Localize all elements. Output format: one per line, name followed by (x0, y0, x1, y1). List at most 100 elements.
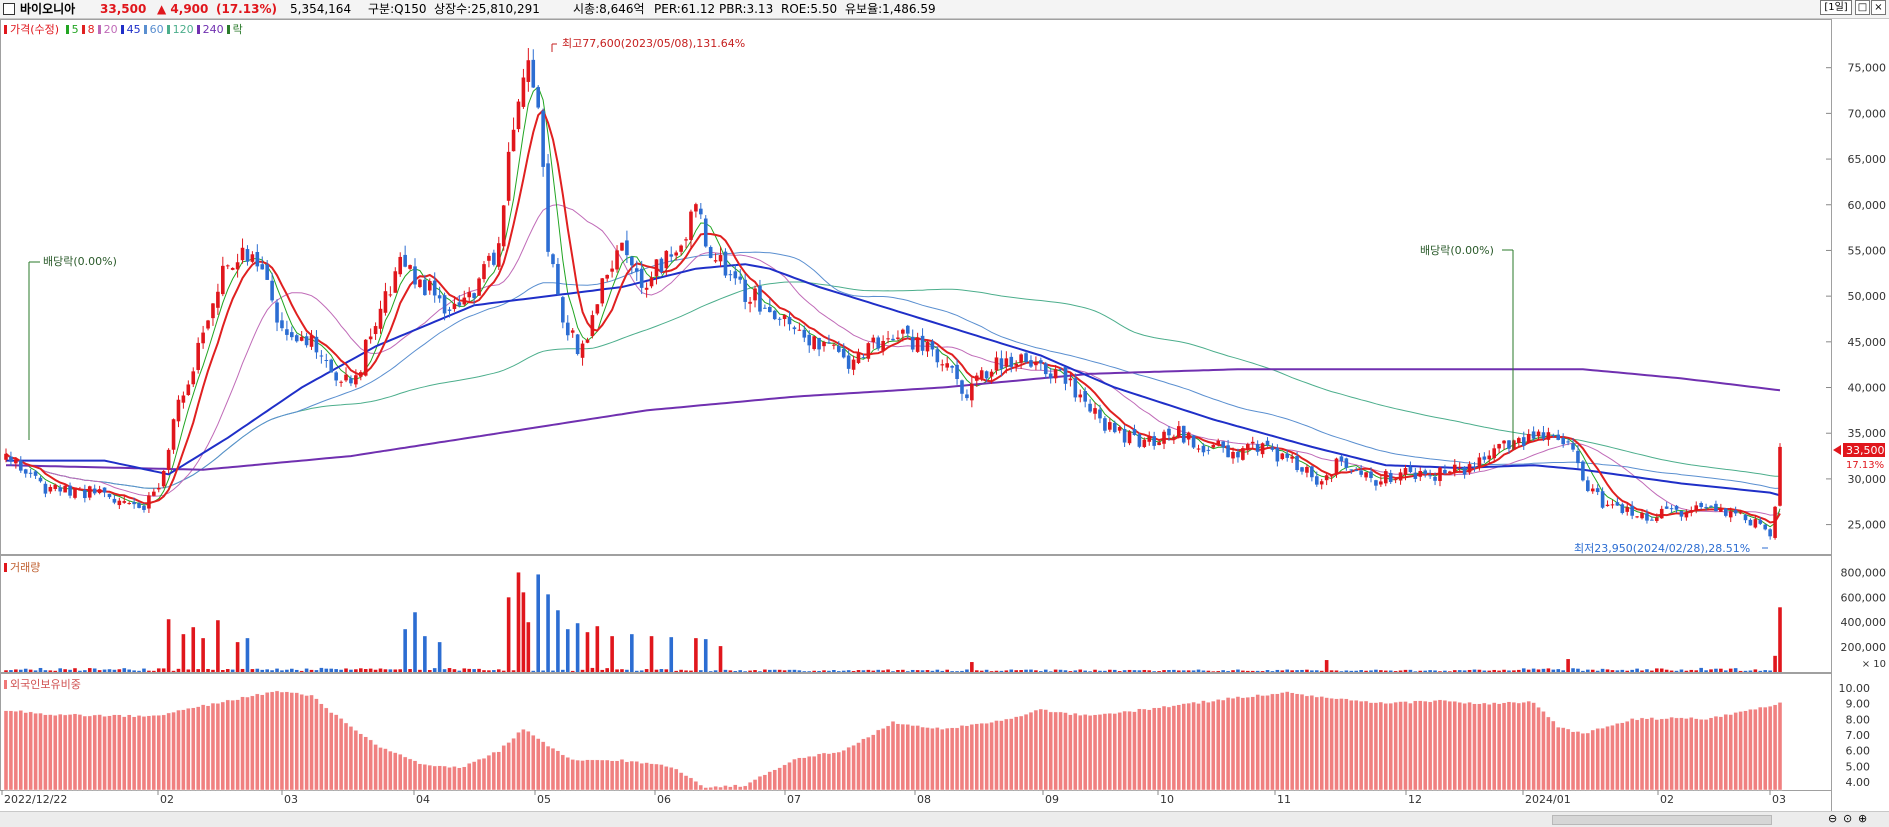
foreign-ratio-bar (210, 702, 216, 791)
volume-bar (915, 670, 920, 672)
volume-bar (294, 669, 299, 672)
zoom-in-icon[interactable]: ⊕ (1858, 812, 1868, 825)
candle-body (1349, 469, 1354, 471)
foreign-ratio-bar (235, 699, 240, 791)
candle-body (452, 303, 457, 310)
volume-bar (285, 669, 289, 672)
foreign-ratio-bar (516, 732, 521, 791)
foreign-ratio-bar (890, 721, 896, 791)
foreign-ratio-bar (1763, 706, 1768, 791)
checkbox-icon[interactable] (3, 3, 15, 15)
volume-bar (1039, 671, 1043, 672)
foreign-ratio-bar (1477, 703, 1482, 791)
candle-body (161, 471, 166, 487)
candle-body (383, 291, 388, 313)
foreign-ratio-bar (959, 725, 965, 791)
candle-body (349, 378, 353, 384)
candle-body (1398, 472, 1403, 481)
foreign-ratio-bar (82, 715, 88, 791)
foreign-ratio-bar (969, 724, 975, 791)
volume-bar (984, 669, 989, 672)
scroll-bar[interactable]: ⊖ ⊙ ⊕ (0, 811, 1889, 827)
candle-body (551, 254, 555, 265)
volume-bar (1669, 670, 1674, 672)
volume-bar (63, 669, 67, 672)
candle-body (610, 268, 614, 272)
candle-body (1763, 524, 1768, 530)
foreign-ratio-bar (284, 691, 290, 791)
foreign-ratio-bar (126, 714, 132, 791)
volume-bar (965, 669, 969, 672)
scroll-thumb[interactable] (1552, 815, 1772, 825)
candle-body (378, 308, 383, 329)
foreign-ratio-bar (156, 715, 161, 791)
foreign-ratio-bar (979, 722, 984, 791)
close-icon[interactable]: × (1871, 0, 1886, 15)
volume-bar (4, 670, 8, 672)
stock-name: 바이오니아 (20, 2, 76, 16)
candle-body (625, 240, 629, 256)
volume-bar (743, 671, 747, 672)
volume-bar (945, 669, 950, 672)
foreign-ratio-bar (255, 693, 260, 791)
candle-body (250, 254, 255, 262)
volume-bar (1231, 670, 1235, 672)
candle-body (708, 246, 713, 258)
foreign-ratio-bar (289, 692, 295, 791)
volume-bar (1620, 669, 1625, 672)
zoom-out-icon[interactable]: ⊖ (1828, 812, 1838, 825)
candle-body (1753, 519, 1758, 528)
foreign-ratio-bar (1280, 692, 1285, 791)
candle-body (176, 399, 181, 422)
foreign-ratio-bar (1053, 711, 1058, 791)
volume-bar (38, 667, 43, 672)
foreign-ratio-bar (1048, 711, 1053, 791)
foreign-ratio-bar (378, 747, 383, 791)
foreign-ratio-bar (67, 714, 73, 791)
candle-body (1241, 448, 1245, 460)
price-tick-label: 40,000 (1848, 382, 1887, 395)
zoom-reset-icon[interactable]: ⊙ (1843, 812, 1853, 825)
candle-body (87, 486, 92, 498)
foreign-ratio-bar (807, 756, 812, 791)
ma-legend-item: 8 (87, 23, 95, 36)
volume-bar (225, 669, 230, 672)
candle-body (1300, 467, 1304, 472)
volume-bar (812, 670, 816, 672)
candle-body (768, 306, 772, 313)
current-price: 33,500 (100, 2, 147, 16)
candle-body (462, 297, 467, 305)
x-tick-label: 07 (787, 793, 801, 806)
volume-bar (309, 669, 314, 672)
foreign-ratio-bar (1531, 702, 1536, 791)
volume-bar (492, 670, 496, 672)
foreign-ratio-bar (742, 785, 748, 791)
foreign-ratio-bar (28, 711, 33, 791)
volume-bar (841, 670, 846, 672)
volume-bar (866, 669, 871, 672)
volume-bar (1428, 670, 1432, 672)
period-button[interactable]: [1일] (1820, 0, 1852, 15)
candle-body (1595, 488, 1600, 493)
candle-body (1526, 433, 1531, 443)
foreign-ratio-bar (673, 768, 679, 791)
candle-body (748, 301, 752, 304)
volume-bar (1556, 669, 1561, 672)
volume-bar (1300, 669, 1304, 672)
foreign-ratio-bar (526, 731, 531, 791)
foreign-ratio-bar (1334, 698, 1339, 791)
price-legend: 가격(수정) 5 8 20 45 60 120 240 락 (4, 21, 249, 37)
volume-bar (152, 670, 156, 672)
foreign-tick-label: 7.00 (1846, 729, 1871, 742)
volume-bar (723, 669, 728, 672)
volume-bar (53, 670, 58, 672)
volume-bar (221, 669, 225, 672)
legend-marker (120, 25, 124, 34)
x-tick-label: 10 (1160, 793, 1174, 806)
candle-body (196, 342, 200, 370)
volume-bar (1487, 670, 1492, 672)
maximize-icon[interactable]: □ (1855, 0, 1870, 15)
volume-bar (501, 670, 506, 672)
foreign-ratio-bar (713, 786, 718, 791)
foreign-ratio-bar (353, 730, 359, 791)
